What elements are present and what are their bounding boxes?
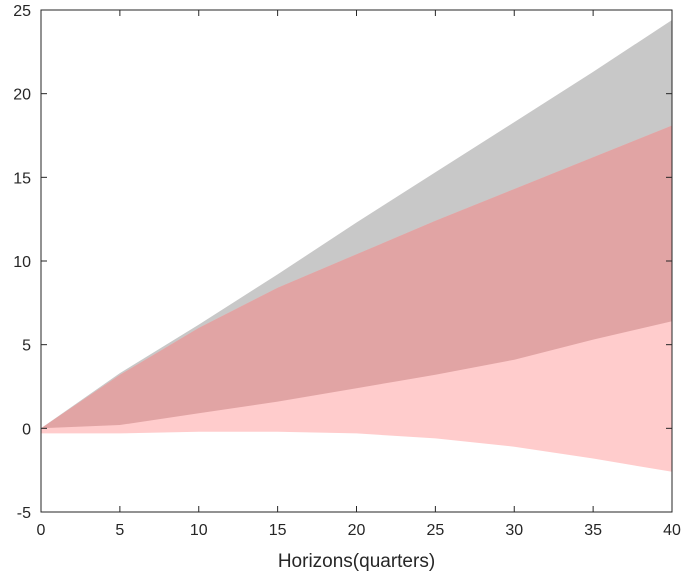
y-tick-label: 5 (22, 338, 31, 355)
x-tick-label: 20 (348, 522, 366, 539)
x-tick-label: 15 (269, 522, 287, 539)
band-2 (41, 125, 672, 472)
x-tick-label: 0 (37, 522, 46, 539)
x-tick-label: 35 (584, 522, 602, 539)
y-tick-label: 25 (13, 3, 31, 20)
ticks-layer: 0 5 10 15 20 25 30 35 40 -5 0 5 10 15 20 25 (13, 3, 681, 539)
x-axis-title: Horizons(quarters) (278, 551, 435, 572)
band-3 (41, 125, 672, 429)
y-tick-label: 0 (22, 421, 31, 438)
x-tick-label: 10 (190, 522, 208, 539)
x-tick-label: 5 (115, 522, 124, 539)
y-tick-label: -5 (17, 505, 31, 522)
band-1 (41, 20, 672, 429)
y-tick-label: 10 (13, 254, 31, 271)
x-tick-label: 30 (505, 522, 523, 539)
y-tick-label: 15 (13, 170, 31, 187)
bands-layer (41, 20, 672, 472)
x-tick-label: 25 (426, 522, 444, 539)
x-tick-label: 40 (663, 522, 681, 539)
y-tick-label: 20 (13, 87, 31, 104)
